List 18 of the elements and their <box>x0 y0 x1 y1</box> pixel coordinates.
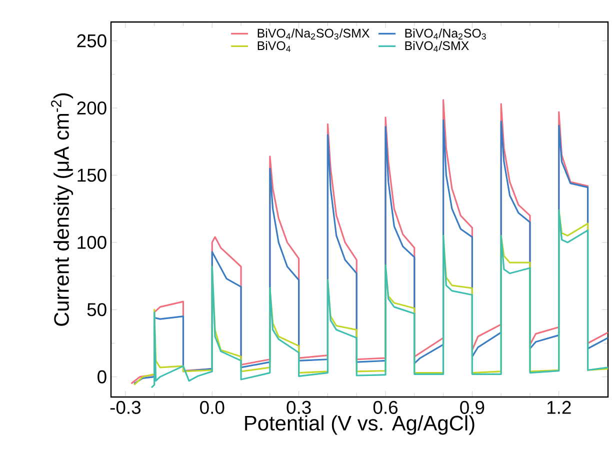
y-tick-label: 150 <box>78 168 106 182</box>
y-tick-label: 0 <box>98 370 106 384</box>
legend-label: BiVO$_{4}$ <box>258 40 290 52</box>
x-tick-label: 0.9 <box>460 400 484 414</box>
y-tick-label: 100 <box>78 236 106 249</box>
x-tick-label: 0.0 <box>200 400 224 414</box>
legend-label: BiVO$_{4}$/Na$_{2}$SO$_{3}$ <box>405 28 486 40</box>
x-tick-label: -0.3 <box>110 400 141 414</box>
y-tick-label: 250 <box>77 34 106 48</box>
legend-label: BiVO$_{4}$/Na$_{2}$SO$_{3}$/SMX <box>258 28 370 40</box>
y-tick-label: 200 <box>77 101 106 115</box>
y-tick-label: 50 <box>87 303 106 316</box>
y-axis-title: Current density (μA cm$^{-2}$) <box>51 93 74 326</box>
x-tick-label: 0.3 <box>286 400 311 414</box>
legend-label: BiVO$_{4}$/SMX <box>405 40 469 52</box>
x-tick-label: 1.2 <box>547 400 571 414</box>
x-axis-title: Potential (V vs. Ag/AgCl) <box>245 415 474 435</box>
x-tick-label: 0.6 <box>373 400 398 414</box>
